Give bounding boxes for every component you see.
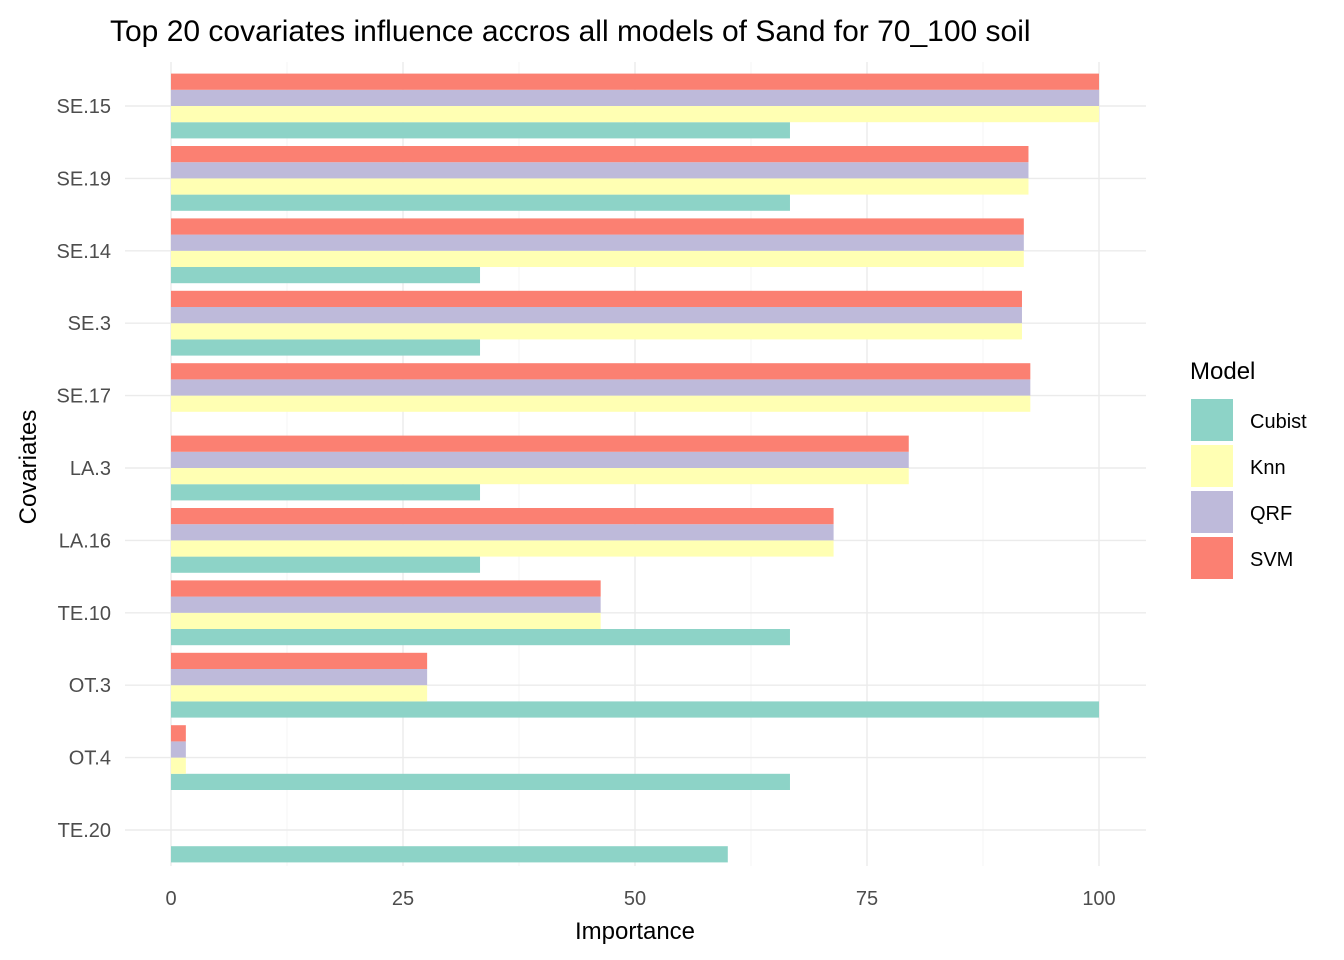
bar-cubist-se-3 — [171, 339, 481, 356]
y-tick-label: SE.19 — [57, 168, 111, 190]
bar-qrf-ot-3 — [171, 669, 428, 686]
bar-knn-la-16 — [171, 540, 834, 557]
bar-svm-te-10 — [171, 580, 601, 597]
legend-key-qrf — [1191, 491, 1233, 533]
bar-svm-se-14 — [171, 218, 1024, 235]
bar-knn-se-15 — [171, 106, 1099, 123]
bar-knn-te-10 — [171, 612, 601, 629]
x-tick-label: 75 — [856, 888, 878, 910]
bar-knn-se-14 — [171, 250, 1024, 267]
bar-knn-se-3 — [171, 323, 1022, 340]
bar-knn-se-17 — [171, 395, 1031, 412]
y-tick-label: LA.16 — [59, 530, 111, 552]
bar-qrf-se-15 — [171, 89, 1099, 106]
x-axis-title: Importance — [575, 918, 695, 945]
legend-key-cubist — [1191, 399, 1233, 441]
bar-qrf-te-10 — [171, 596, 601, 613]
x-tick-label: 50 — [624, 888, 646, 910]
legend-label-svm: SVM — [1250, 549, 1293, 571]
bar-cubist-se-14 — [171, 267, 481, 284]
bar-qrf-la-3 — [171, 451, 909, 468]
bar-svm-se-15 — [171, 73, 1099, 90]
legend-label-qrf: QRF — [1250, 503, 1292, 525]
bar-cubist-se-19 — [171, 194, 790, 211]
legend: Model Cubist Knn QRF SVM — [1190, 358, 1307, 579]
bar-qrf-la-16 — [171, 524, 834, 541]
bar-qrf-se-3 — [171, 307, 1022, 324]
y-tick-label: SE.17 — [57, 386, 111, 408]
bar-knn-ot-4 — [171, 757, 186, 774]
legend-key-knn — [1191, 445, 1233, 487]
y-tick-label: SE.14 — [57, 241, 111, 263]
bar-svm-se-19 — [171, 146, 1029, 163]
bar-svm-ot-4 — [171, 725, 186, 742]
y-tick-label: OT.4 — [69, 748, 111, 770]
bar-svm-la-3 — [171, 435, 909, 452]
legend-label-cubist: Cubist — [1250, 411, 1307, 433]
bar-svm-ot-3 — [171, 652, 428, 669]
y-tick-label: LA.3 — [70, 458, 111, 480]
bar-cubist-la-3 — [171, 484, 481, 501]
chart-title: Top 20 covariates influence accros all m… — [110, 15, 1031, 48]
x-axis-tick-labels: 0 25 50 75 100 — [165, 888, 1115, 910]
x-tick-label: 0 — [165, 888, 176, 910]
x-tick-label: 100 — [1082, 888, 1115, 910]
y-axis-title: Covariates — [15, 410, 42, 525]
bar-qrf-ot-4 — [171, 741, 186, 758]
bar-knn-se-19 — [171, 178, 1029, 195]
bar-cubist-se-15 — [171, 122, 790, 139]
y-tick-label: OT.3 — [69, 675, 111, 697]
bar-svm-se-17 — [171, 363, 1031, 380]
legend-key-svm — [1191, 537, 1233, 579]
bar-svm-se-3 — [171, 290, 1022, 307]
legend-label-knn: Knn — [1250, 457, 1286, 479]
bars — [171, 73, 1099, 863]
y-tick-label: SE.3 — [68, 313, 111, 335]
bar-knn-la-3 — [171, 468, 909, 485]
bar-cubist-te-10 — [171, 629, 790, 646]
bar-svm-la-16 — [171, 508, 834, 525]
y-tick-label: SE.15 — [57, 96, 111, 118]
bar-knn-ot-3 — [171, 685, 428, 702]
bar-cubist-ot-3 — [171, 701, 1099, 718]
y-tick-label: TE.10 — [58, 603, 111, 625]
y-axis-tick-labels: SE.15 SE.19 SE.14 SE.3 SE.17 LA.3 LA.16 TE.10 OT… — [57, 96, 111, 842]
legend-title: Model — [1190, 358, 1255, 385]
bar-qrf-se-17 — [171, 379, 1031, 396]
bar-cubist-te-20 — [171, 846, 728, 863]
bar-cubist-la-16 — [171, 556, 481, 573]
bar-qrf-se-19 — [171, 162, 1029, 179]
bar-cubist-ot-4 — [171, 773, 790, 790]
y-tick-label: TE.20 — [58, 820, 111, 842]
bar-qrf-se-14 — [171, 234, 1024, 251]
x-tick-label: 25 — [392, 888, 414, 910]
